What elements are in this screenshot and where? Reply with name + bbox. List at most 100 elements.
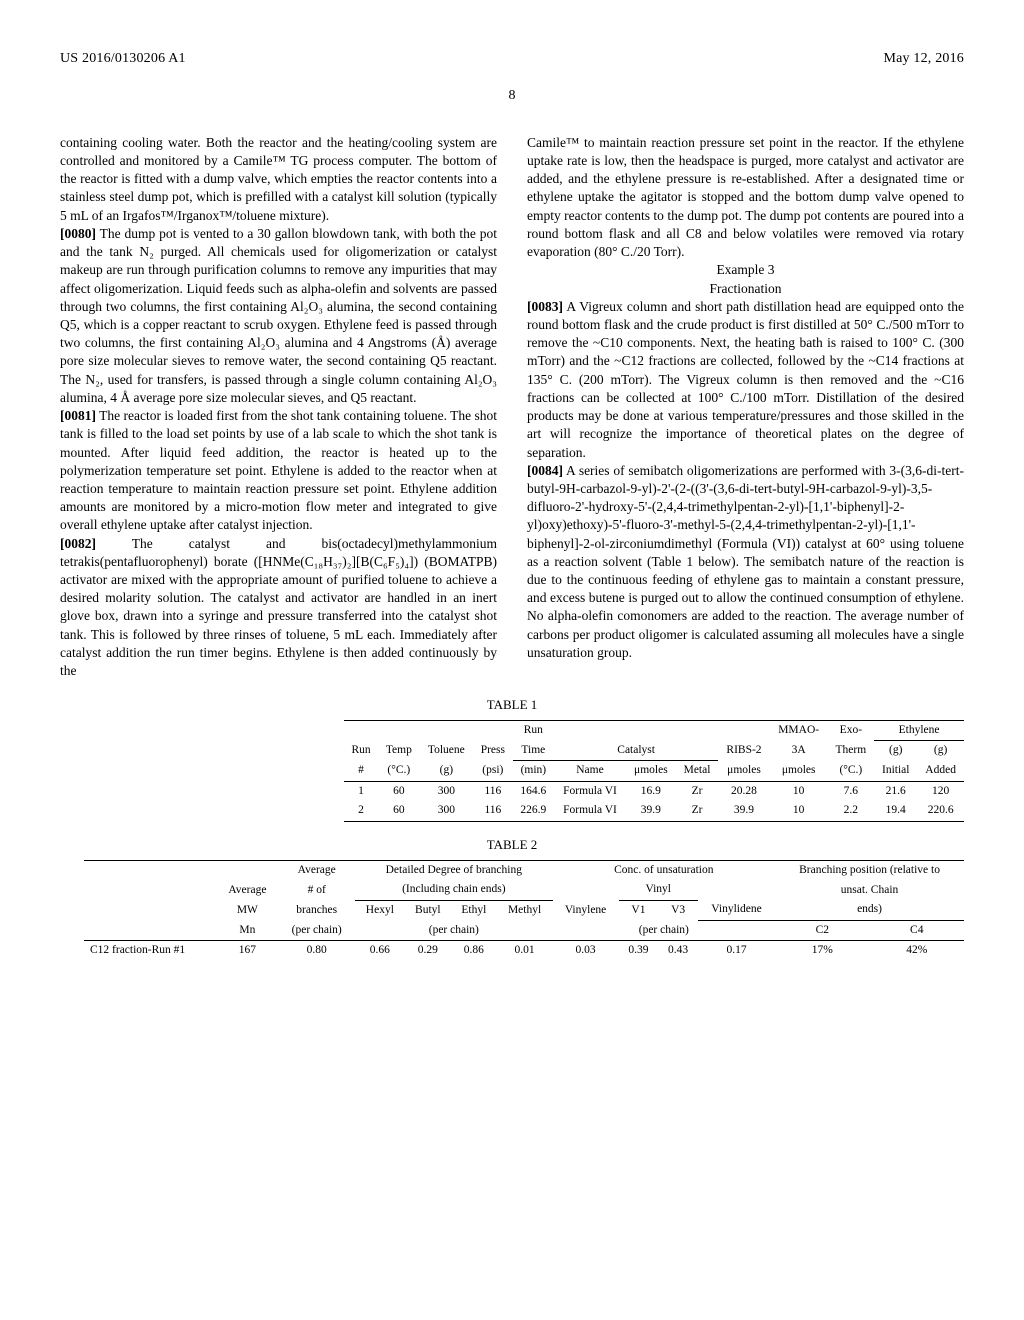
t1-h-metal: Metal <box>676 761 718 782</box>
t1-h-time: Time <box>513 741 554 761</box>
t1-h-gunit: (g) <box>420 761 473 782</box>
t2-cell: 0.29 <box>405 941 451 961</box>
t2-h-avg: Average <box>278 860 355 880</box>
t2-h-branchpos: Branching position (relative to <box>775 860 964 880</box>
t1-h-c: (°C.) <box>378 761 420 782</box>
t1-cell: 116 <box>473 801 513 821</box>
t1-cell: 10 <box>770 801 828 821</box>
paranum-0080: [0080] <box>60 226 96 241</box>
para-cont-2: Camile™ to maintain reaction pressure se… <box>527 134 964 262</box>
table-row: 2 60 300 116 226.9 Formula VI 39.9 Zr 39… <box>344 801 964 821</box>
t1-h-added: Added <box>917 761 964 782</box>
t2-h-inclchain: (Including chain ends) <box>355 880 552 900</box>
t2-h-numof: # of <box>278 880 355 900</box>
t1-cell: Zr <box>676 801 718 821</box>
t2-h-perchain1: (per chain) <box>278 920 355 941</box>
t1-cell: 20.28 <box>718 781 770 801</box>
t1-h-ribs2: RIBS-2 <box>718 741 770 761</box>
header-right: May 12, 2016 <box>883 50 964 69</box>
t1-cell: 116 <box>473 781 513 801</box>
t1-h-3a: 3A <box>770 741 828 761</box>
t2-cell: 0.80 <box>278 941 355 961</box>
t2-h-butyl: Butyl <box>405 900 451 920</box>
t2-h-ends: ends) <box>775 900 964 920</box>
t1-h-g2: (g) <box>917 741 964 761</box>
t2-h-ethyl: Ethyl <box>451 900 497 920</box>
t1-h-toluene: Toluene <box>420 741 473 761</box>
t1-cell: 39.9 <box>718 801 770 821</box>
para-0082: [0082] The catalyst and bis(octadecyl)me… <box>60 535 497 681</box>
t2-cell: 0.39 <box>619 941 659 961</box>
paranum-0084: [0084] <box>527 463 563 478</box>
table-row: C12 fraction-Run #1 167 0.80 0.66 0.29 0… <box>84 941 964 961</box>
para-0082-text: The catalyst and bis(octadecyl)methylamm… <box>60 536 497 679</box>
t1-h-umoles3: μmoles <box>770 761 828 782</box>
t1-h-hash: # <box>344 761 378 782</box>
t2-h-concunsat: Conc. of unsaturation <box>553 860 776 880</box>
t2-h-vinylene: Vinylene <box>553 900 619 920</box>
para-0080: [0080] The dump pot is vented to a 30 ga… <box>60 225 497 407</box>
t2-h-perchain3: (per chain) <box>553 920 776 941</box>
t1-h-press: Press <box>473 741 513 761</box>
t2-cell: 0.43 <box>658 941 698 961</box>
t2-cell: 0.01 <box>497 941 553 961</box>
para-0084-text: A series of semibatch oligomerizations a… <box>527 463 964 660</box>
t1-h-catalyst: Catalyst <box>554 741 718 761</box>
t2-cell: 0.03 <box>553 941 619 961</box>
table-row: 1 60 300 116 164.6 Formula VI 16.9 Zr 20… <box>344 781 964 801</box>
para-0084: [0084] A series of semibatch oligomeriza… <box>527 462 964 662</box>
t2-h-vinyl: Vinyl <box>619 880 698 900</box>
t1-h-umoles2: μmoles <box>718 761 770 782</box>
para-0081: [0081] The reactor is loaded first from … <box>60 407 497 535</box>
t1-cell: 120 <box>917 781 964 801</box>
t1-cell: 21.6 <box>874 781 917 801</box>
t2-cell: 0.66 <box>355 941 405 961</box>
t1-cell: 60 <box>378 801 420 821</box>
t1-cell: Formula VI <box>554 781 626 801</box>
t2-h-unsatchain: unsat. Chain <box>775 880 964 900</box>
header-left: US 2016/0130206 A1 <box>60 50 186 69</box>
t1-h-initial: Initial <box>874 761 917 782</box>
t2-h-methyl: Methyl <box>497 900 553 920</box>
t2-cell: C12 fraction-Run #1 <box>84 941 216 961</box>
para-0080-text: The dump pot is vented to a 30 gallon bl… <box>60 226 497 405</box>
table-2-caption: TABLE 2 <box>60 836 964 854</box>
t1-h-mmao: MMAO- <box>770 720 828 741</box>
paranum-0081: [0081] <box>60 408 96 423</box>
t1-h-run: Run <box>513 720 554 741</box>
t2-h-mn: Mn <box>216 920 278 941</box>
t1-h-min: (min) <box>513 761 554 782</box>
t2-cell: 42% <box>870 941 965 961</box>
t2-h-degbranch: Detailed Degree of branching <box>355 860 552 880</box>
t1-h-run-2: Run <box>344 741 378 761</box>
t1-h-c2: (°C.) <box>828 761 875 782</box>
para-0081-text: The reactor is loaded first from the sho… <box>60 408 497 532</box>
t2-h-v3: V3 <box>658 900 698 920</box>
paranum-0083: [0083] <box>527 299 563 314</box>
t1-h-g1: (g) <box>874 741 917 761</box>
t2-h-vinylidene: Vinylidene <box>698 900 775 920</box>
t1-h-name: Name <box>554 761 626 782</box>
example-3-title: Example 3 <box>527 261 964 279</box>
t1-cell: 164.6 <box>513 781 554 801</box>
para-cont-1: containing cooling water. Both the react… <box>60 134 497 225</box>
table-1-caption: TABLE 1 <box>60 696 964 714</box>
t1-cell: 2 <box>344 801 378 821</box>
t1-cell: Formula VI <box>554 801 626 821</box>
para-0083: [0083] A Vigreux column and short path d… <box>527 298 964 462</box>
t2-h-perchain2: (per chain) <box>355 920 552 941</box>
t1-cell: 1 <box>344 781 378 801</box>
t1-h-therm: Therm <box>828 741 875 761</box>
t1-cell: 300 <box>420 801 473 821</box>
t2-h-mw: MW <box>216 900 278 920</box>
t2-h-branches: branches <box>278 900 355 920</box>
t1-h-exo: Exo- <box>828 720 875 741</box>
t2-h-v1: V1 <box>619 900 659 920</box>
page-number: 8 <box>60 87 964 106</box>
t2-h-c2: C2 <box>775 920 869 941</box>
t1-cell: 10 <box>770 781 828 801</box>
t1-cell: 226.9 <box>513 801 554 821</box>
t1-cell: 7.6 <box>828 781 875 801</box>
table-1: Run MMAO- Exo- Ethylene Run Temp Toluene… <box>344 720 964 822</box>
t2-h-c4: C4 <box>870 920 965 941</box>
